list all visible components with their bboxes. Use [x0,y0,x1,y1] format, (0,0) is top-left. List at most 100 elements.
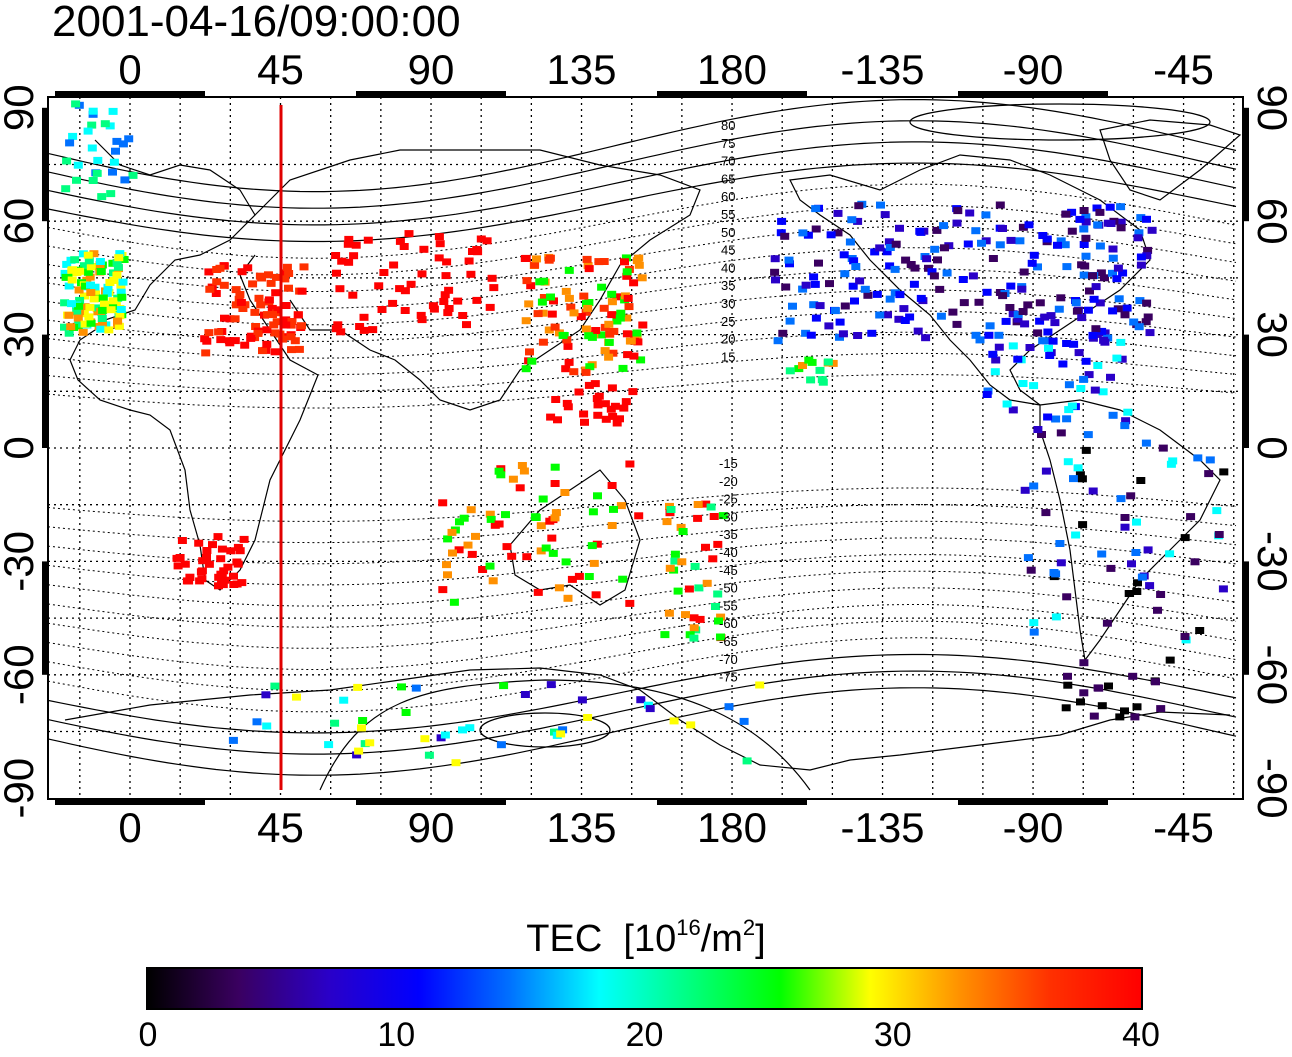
tec-pixel [714,617,723,625]
tec-pixel [61,273,71,281]
frame-bar-right [1243,561,1249,675]
contour-label-north: 20 [721,332,735,347]
tec-pixel [875,311,885,319]
tec-pixel [1136,261,1146,269]
tec-pixel [1093,362,1103,369]
tec-pixel [359,326,369,334]
tec-pixel [1020,486,1030,494]
tec-pixel [930,245,940,253]
tec-pixel [104,326,114,334]
tec-pixel [198,557,208,565]
tec-pixel [290,337,300,345]
bottom-longitude-tick-label: 180 [697,804,767,851]
tec-pixel [546,681,556,689]
tec-pixel [899,305,909,313]
tec-pixel [806,331,816,339]
tec-pixel [770,255,780,263]
tec-pixel [395,285,405,293]
tec-pixel [1089,295,1099,303]
tec-pixel [607,311,617,319]
tec-pixel [85,273,95,281]
tec-pixel [544,256,554,264]
tec-pixel [1133,579,1142,587]
tec-pixel [453,297,463,305]
tec-pixel [933,256,942,264]
tec-pixel [584,573,594,580]
contour-label-south: -45 [719,563,738,578]
colorbar-title: TEC [1016/m2] [0,906,1292,961]
tec-pixel [847,216,857,224]
magnetic-contour [47,653,1237,734]
tec-pixel [266,279,276,287]
tec-pixel [263,311,272,319]
tec-pixel [344,258,354,266]
tec-pixel [1077,261,1087,269]
tec-pixel [1056,294,1066,302]
tec-pixel [1105,203,1115,211]
tec-pixel [1083,306,1093,314]
tec-pixel [948,308,958,316]
tec-pixel [533,588,543,596]
tec-pixel [1120,311,1130,319]
tec-pixel [556,730,566,738]
tec-pixel [833,229,843,237]
tec-pixel [803,231,813,239]
tec-pixel [233,560,243,568]
tec-pixel [1158,444,1168,452]
tec-pixel [99,300,109,308]
tec-pixel [1029,619,1039,627]
tec-pixel [599,304,609,312]
tec-pixel [466,270,476,278]
tec-pixel [1143,313,1153,321]
colorbar-title-quantity: TEC [526,918,603,960]
tec-pixel [230,315,240,323]
tec-pixel [1141,318,1151,326]
tec-pixel [65,139,75,147]
tec-pixel [755,681,765,689]
tec-pixel [377,306,387,313]
tec-pixel [776,229,786,237]
left-latitude-tick-label: -60 [0,644,42,705]
tec-pixel [401,709,411,716]
left-latitude-tick-label: 0 [0,436,42,459]
tec-pixel [1088,272,1097,280]
tec-pixel [809,301,819,309]
right-latitude-tick-label: 30 [1249,311,1292,358]
tec-pixel [1079,207,1089,214]
tec-pixel [833,209,843,217]
tec-pixel [660,631,670,639]
tec-pixel [93,156,103,164]
tec-pixel [89,250,99,258]
tec-pixel [471,532,480,540]
tec-pixel [1214,531,1224,538]
tec-pixel [686,721,696,729]
tec-pixel [579,292,589,300]
tec-pixel [994,331,1004,339]
tec-pixel [355,323,365,330]
tec-pixel [464,257,474,265]
tec-pixel [202,547,212,554]
tec-pixel [1033,329,1043,337]
tec-pixel [494,520,504,528]
tec-pixel [591,327,601,334]
tec-pixel [681,611,690,619]
tec-pixel [1081,234,1091,242]
tec-pixel [1008,406,1018,414]
tec-pixel [610,402,620,410]
tec-pixel [1117,355,1127,363]
tec-pixel [467,550,477,558]
tec-pixel [86,263,96,271]
tec-pixel [1112,354,1122,362]
bottom-longitude-tick-label: -135 [840,804,924,851]
tec-pixel [1061,210,1071,218]
tec-pixel [352,751,362,759]
tec-pixel [785,367,795,375]
tec-pixel [270,682,280,690]
tec-pixel [995,241,1005,249]
tec-pixel [67,266,77,274]
tec-pixel [85,303,95,311]
magnetic-contour [47,141,1237,226]
tec-pixel [205,285,215,293]
tec-pixel [607,522,617,529]
tec-pixel [936,312,946,320]
